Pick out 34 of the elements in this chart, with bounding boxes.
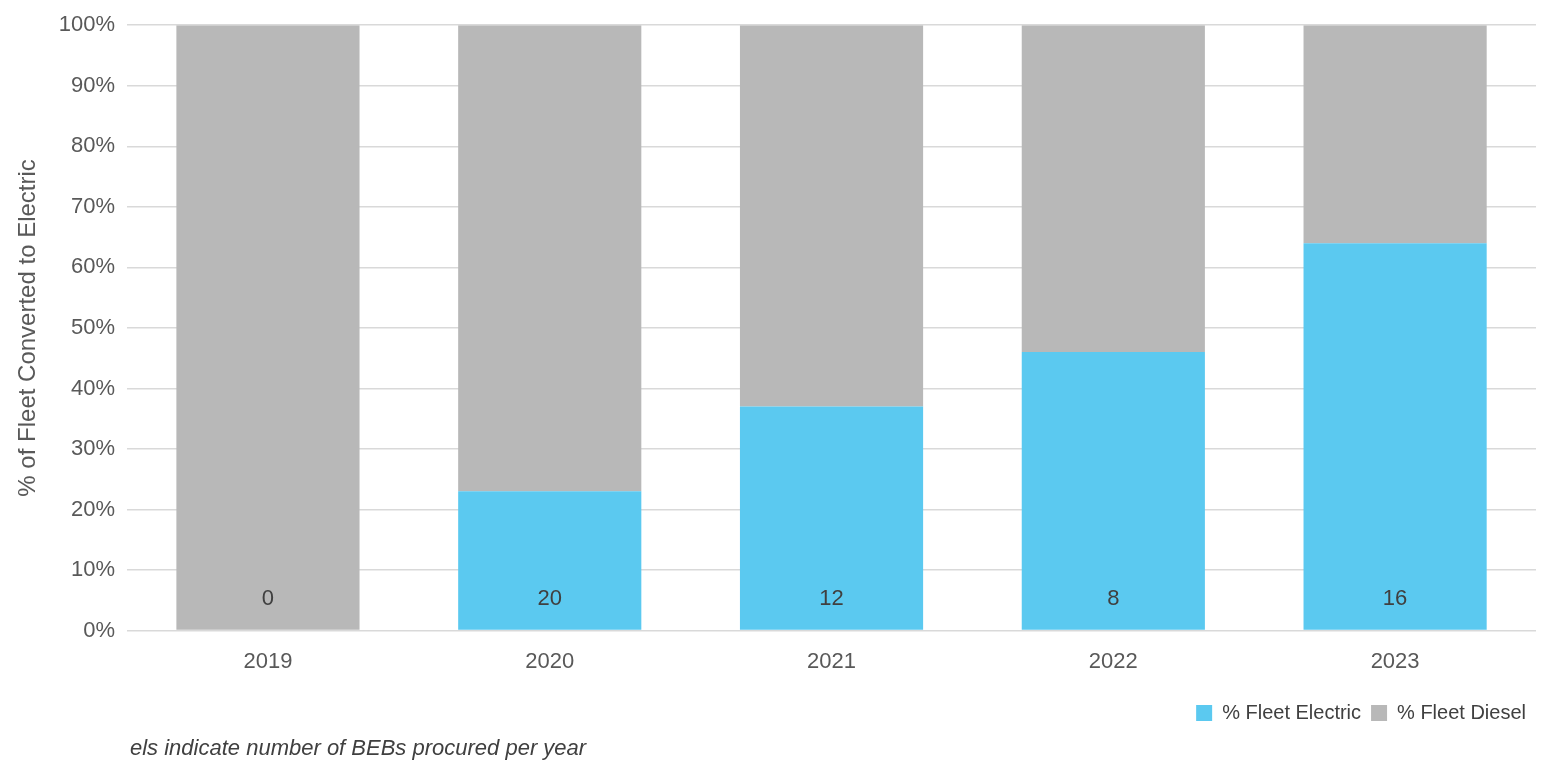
bar <box>1303 25 1487 244</box>
text: els indicate number of BEBs procured per year <box>130 735 587 761</box>
bar <box>739 406 924 630</box>
annotation: 0 <box>261 584 275 610</box>
y-tick-label: 50% <box>71 313 116 339</box>
y-tick-label: 70% <box>71 192 116 218</box>
x-tick-label: 2019 <box>243 647 293 673</box>
y-tick-label: 100% <box>58 11 116 37</box>
bar <box>1303 243 1487 630</box>
bar <box>458 491 642 630</box>
x-tick-label: 2021 <box>807 647 857 673</box>
bar <box>1021 25 1205 353</box>
annotation: 16 <box>1382 584 1408 610</box>
y-tick-label: 60% <box>71 253 116 279</box>
legend-label: % Fleet Diesel <box>1397 700 1526 723</box>
y-tick-label: 20% <box>71 495 116 521</box>
legend-label: % Fleet Electric <box>1222 700 1362 723</box>
x-tick-label: 2023 <box>1370 647 1420 673</box>
x-tick-label: 2020 <box>525 647 575 673</box>
bar <box>1021 352 1205 630</box>
y-tick-label: 0% <box>83 616 116 642</box>
x-tick-label: 2022 <box>1088 647 1138 673</box>
annotation: 20 <box>537 584 562 610</box>
y-tick-label: 30% <box>71 435 116 461</box>
y-axis-title: % of Fleet Converted to Electric <box>13 159 41 497</box>
annotation: 8 <box>1107 584 1120 610</box>
bar <box>739 25 924 407</box>
annotation: 12 <box>819 584 844 610</box>
y-tick-label: 10% <box>71 556 116 582</box>
y-tick-label: 40% <box>71 374 116 400</box>
bar <box>176 25 360 630</box>
y-tick-label: 80% <box>71 132 116 158</box>
bar <box>458 25 642 492</box>
y-tick-label: 90% <box>71 71 116 97</box>
